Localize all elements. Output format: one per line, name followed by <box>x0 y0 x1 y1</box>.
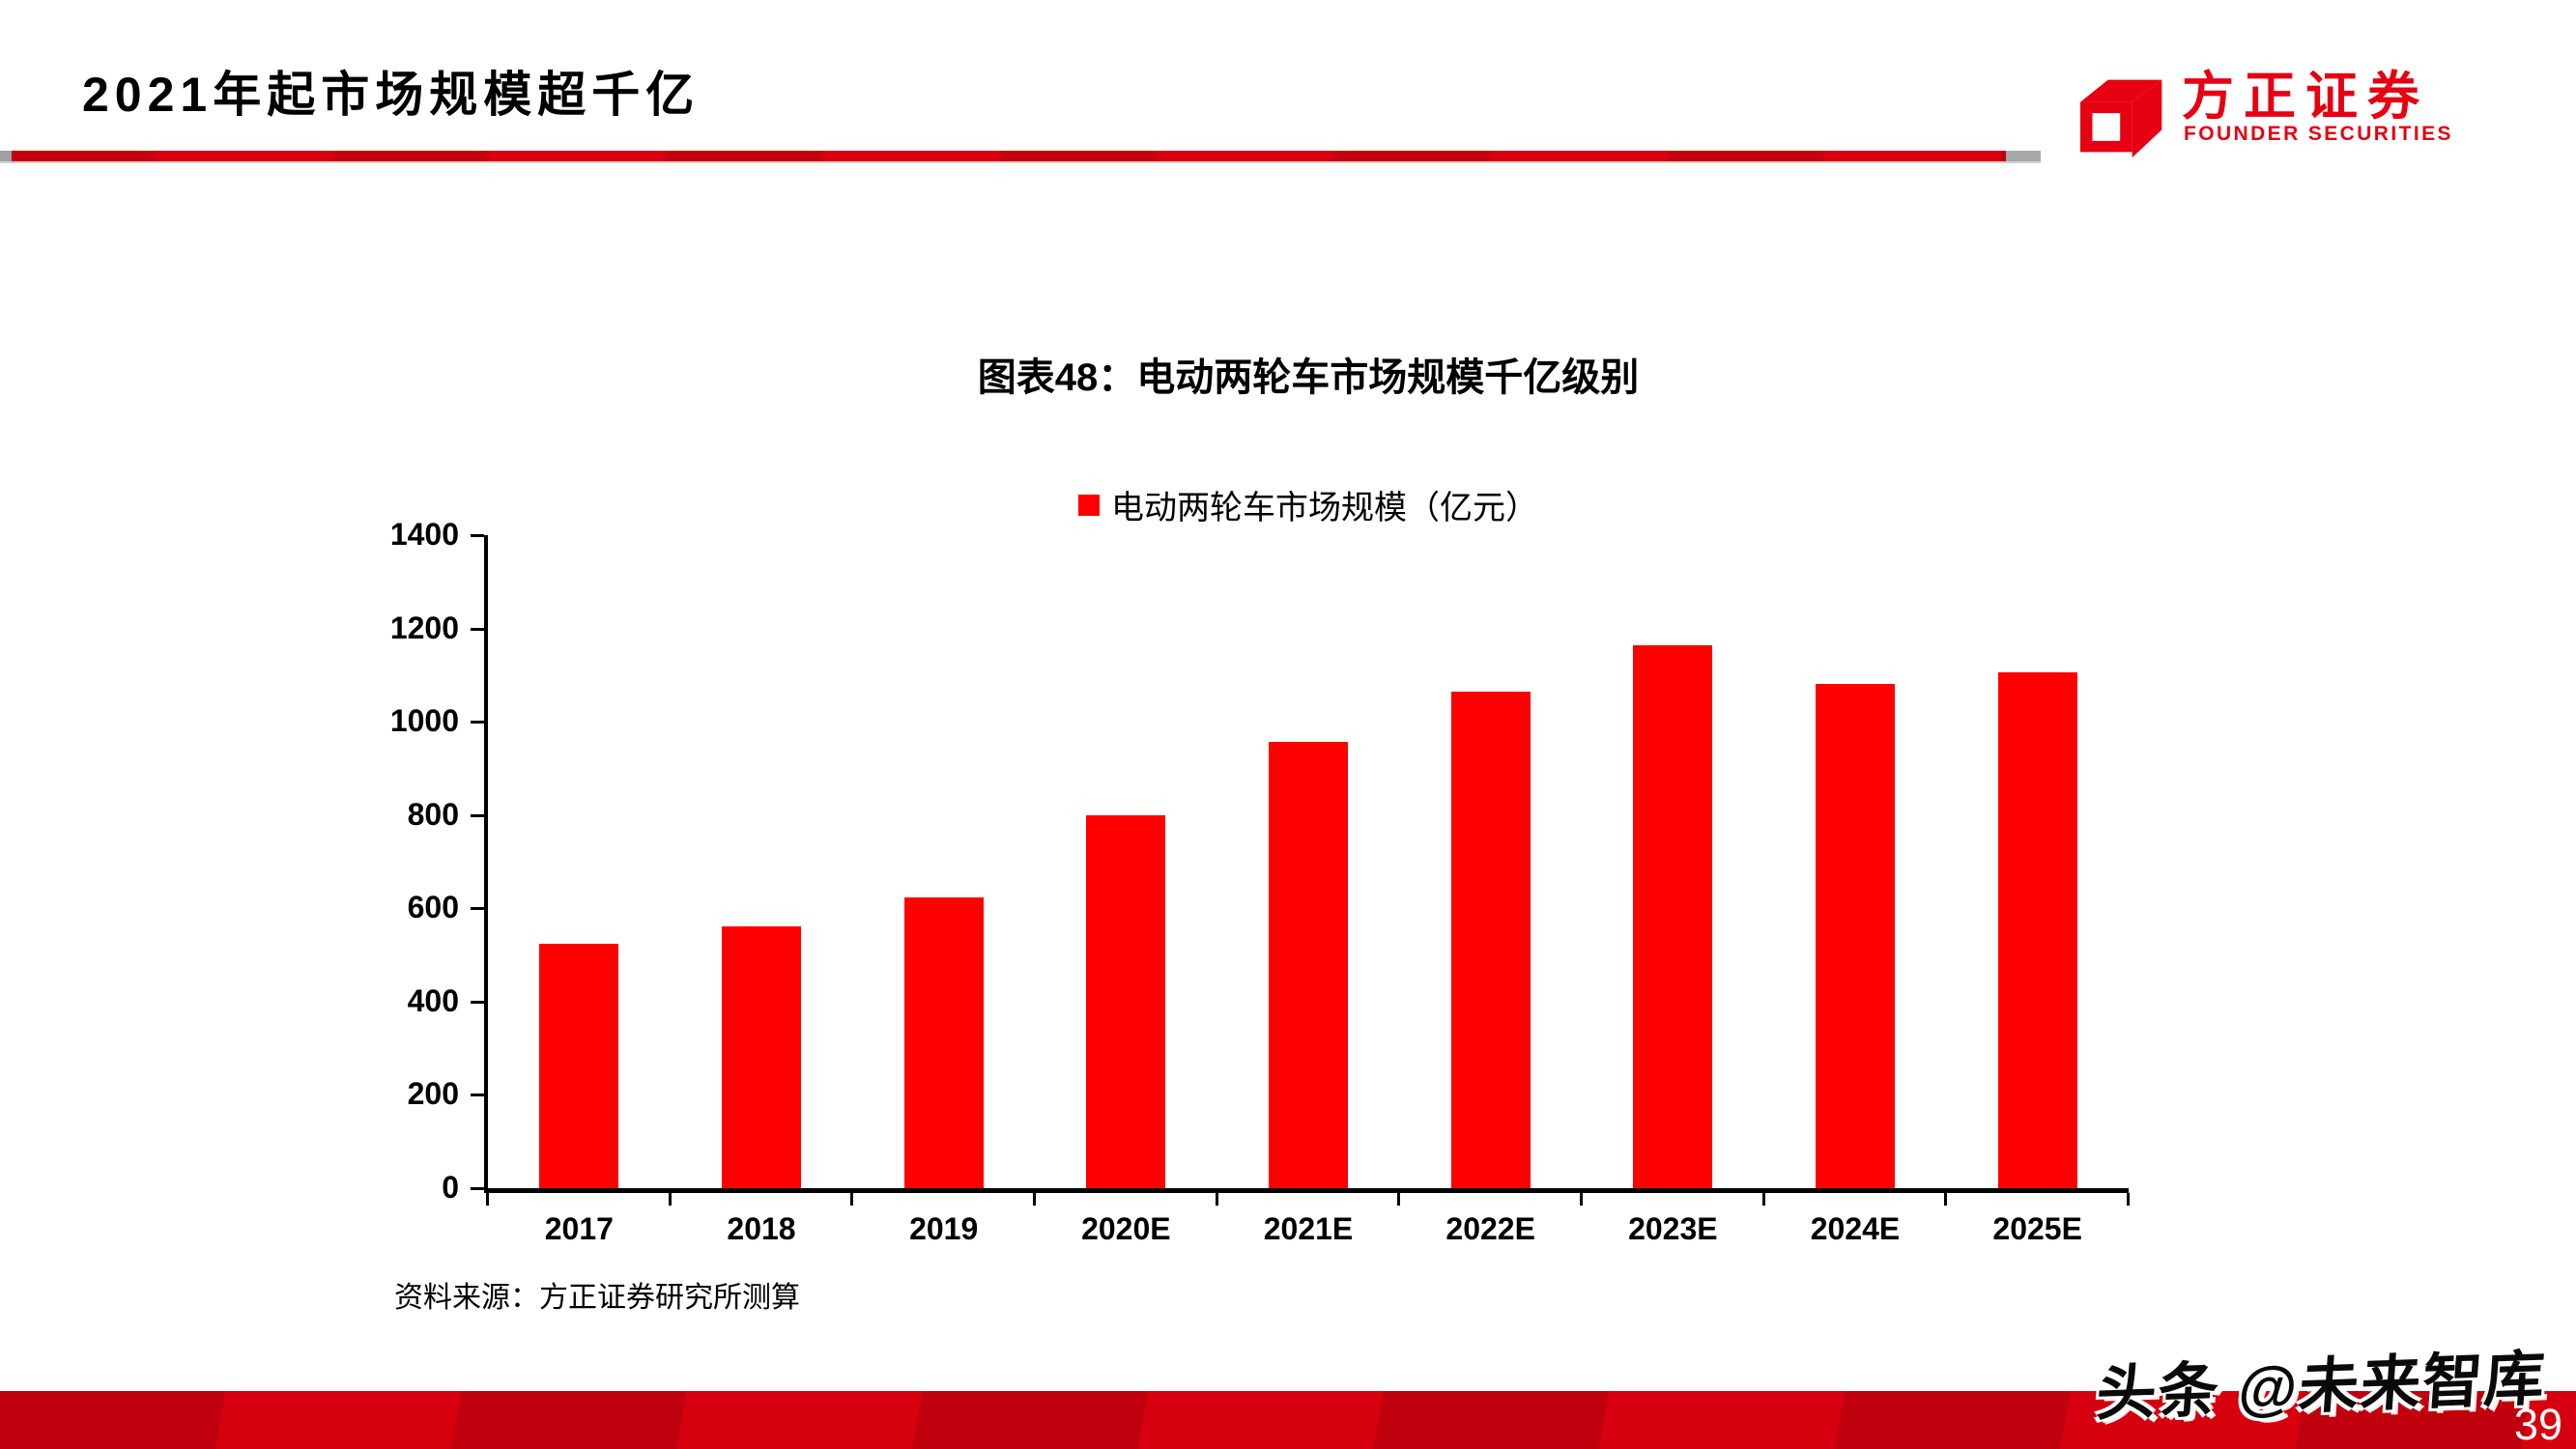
x-tick <box>486 1193 489 1206</box>
bar-2017 <box>539 943 619 1188</box>
x-tick-label: 2020E <box>1081 1211 1171 1246</box>
y-tick-label: 800 <box>407 796 459 832</box>
y-tick-label: 1000 <box>389 703 459 739</box>
x-tick-label: 2024E <box>1810 1211 1901 1246</box>
header-divider <box>0 151 2041 161</box>
x-tick <box>1944 1193 1948 1206</box>
x-tick <box>2127 1193 2130 1206</box>
founder-securities-logo: 方正证券 FOUNDER SECURITIES <box>2058 53 2512 164</box>
y-tick-label: 1400 <box>389 517 459 552</box>
watermark: 头条 @未来智库 <box>2094 1345 2549 1429</box>
x-tick <box>850 1193 854 1206</box>
source-note: 资料来源：方正证券研究所测算 <box>394 1282 800 1314</box>
y-tick <box>471 627 484 631</box>
y-tick <box>471 813 484 817</box>
logo-cn-text: 方正证券 <box>2182 68 2429 126</box>
x-tick-label: 2022E <box>1445 1211 1535 1246</box>
x-tick-label: 2023E <box>1628 1211 1718 1246</box>
y-tick <box>471 1000 484 1004</box>
founder-cube-icon <box>2080 79 2162 158</box>
bar-2018 <box>722 926 801 1188</box>
page-number: 39 <box>2513 1400 2562 1449</box>
legend-swatch <box>1078 494 1100 516</box>
x-tick <box>668 1193 672 1206</box>
x-tick-label: 2021E <box>1263 1211 1354 1246</box>
y-tick-label: 600 <box>407 890 459 925</box>
y-tick <box>471 1094 484 1097</box>
bar-2022E <box>1450 691 1531 1188</box>
x-tick-label: 2025E <box>1992 1211 2082 1246</box>
bar-2021E <box>1269 742 1348 1188</box>
bar-2019 <box>903 896 984 1188</box>
legend-label: 电动两轮车市场规模（亿元） <box>1111 490 1538 526</box>
y-tick <box>471 1187 484 1190</box>
page-title: 2021年起市场规模超千亿 <box>82 68 701 122</box>
x-axis-line <box>484 1188 2129 1193</box>
x-tick-label: 2018 <box>727 1211 796 1246</box>
footer-band <box>0 1391 2576 1449</box>
x-tick-label: 2017 <box>544 1211 614 1246</box>
x-tick <box>1580 1193 1583 1206</box>
y-axis-line <box>484 535 488 1193</box>
x-tick-label: 2019 <box>909 1211 979 1246</box>
y-tick-label: 200 <box>407 1076 459 1112</box>
bar-2025E <box>1997 671 2077 1188</box>
y-tick-label: 400 <box>407 982 459 1018</box>
chart-legend: 电动两轮车市场规模（亿元） <box>488 481 2129 528</box>
chart-title: 图表48：电动两轮车市场规模千亿级别 <box>977 356 1640 399</box>
bar-2020E <box>1086 815 1166 1188</box>
bar-2024E <box>1816 683 1895 1188</box>
logo-en-text: FOUNDER SECURITIES <box>2184 123 2453 145</box>
y-tick <box>471 534 484 537</box>
y-tick <box>471 721 484 724</box>
x-tick <box>1215 1193 1218 1206</box>
y-tick <box>471 907 484 911</box>
bar-2023E <box>1633 644 1713 1188</box>
y-tick-label: 0 <box>442 1170 459 1205</box>
x-tick <box>1761 1193 1765 1206</box>
x-tick <box>1397 1193 1401 1206</box>
x-tick <box>1033 1193 1036 1206</box>
y-tick-label: 1200 <box>389 610 459 645</box>
